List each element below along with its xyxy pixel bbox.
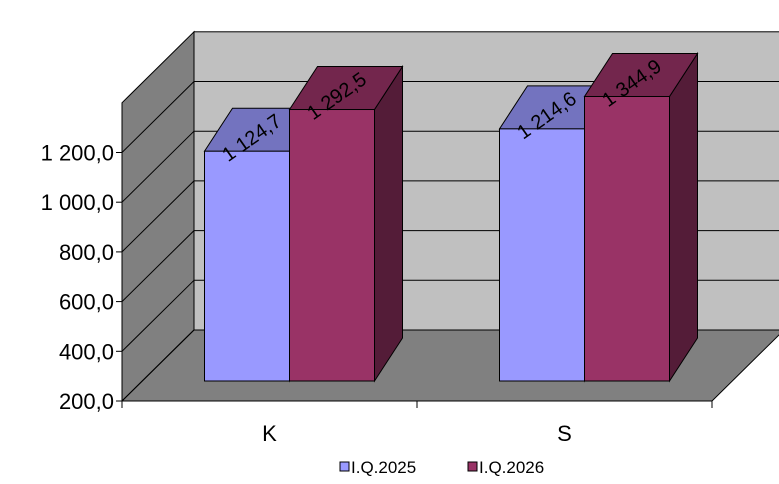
gridline-side xyxy=(121,230,195,302)
bar-front xyxy=(204,150,290,382)
y-tick-label: 1 000,0 xyxy=(41,190,114,215)
y-tick-label: 1 200,0 xyxy=(41,141,114,166)
gridline-side xyxy=(121,130,195,203)
bar-I.Q.2026-K xyxy=(288,64,404,383)
legend-swatch xyxy=(339,461,350,472)
legend-item: I.Q.2025 xyxy=(339,458,416,477)
bar-side xyxy=(669,51,698,383)
y-tick-label: 800,0 xyxy=(59,240,114,265)
gridline-side xyxy=(121,81,195,153)
y-tick-label: 600,0 xyxy=(59,290,114,315)
legend-item: I.Q.2026 xyxy=(467,458,544,477)
legend-swatch xyxy=(467,461,478,472)
y-tick-label: 200,0 xyxy=(59,389,114,414)
gridline-side xyxy=(121,329,195,402)
bars xyxy=(203,51,699,383)
x-category-label: K xyxy=(262,421,277,446)
legend-label: I.Q.2026 xyxy=(479,458,544,477)
bar-front xyxy=(289,109,375,382)
bar-I.Q.2026-S xyxy=(583,51,699,383)
gridline-side xyxy=(121,180,195,253)
bar-front xyxy=(584,95,670,382)
axes: 200,0 400,0 600,0 800,0 1 000,0 1 200,0 K S xyxy=(41,102,713,446)
x-category-label: S xyxy=(557,421,572,446)
gridline-side xyxy=(121,279,195,352)
legend-label: I.Q.2025 xyxy=(351,458,416,477)
y-tick-label: 400,0 xyxy=(59,339,114,364)
bar-front xyxy=(499,128,585,382)
bar-side xyxy=(374,64,403,383)
legend: I.Q.2025 I.Q.2026 xyxy=(339,458,544,477)
